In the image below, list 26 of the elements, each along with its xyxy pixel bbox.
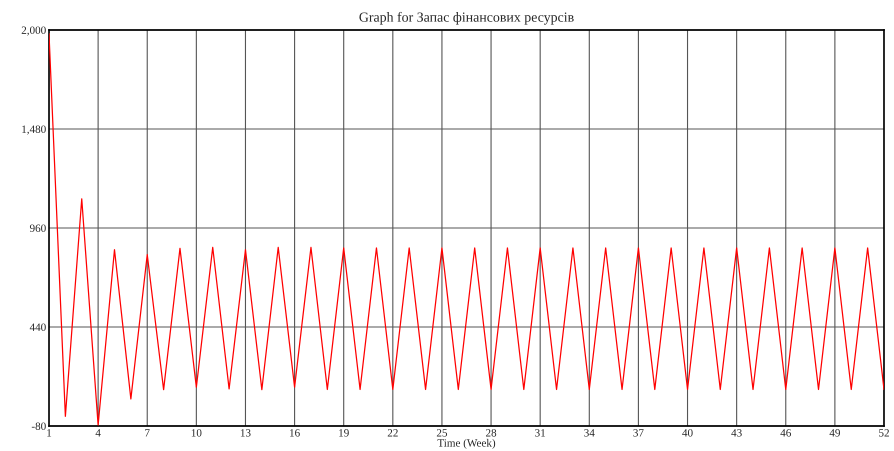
x-tick-label: 43: [731, 429, 742, 437]
y-tick-label: 440: [30, 323, 46, 331]
x-tick-label: 7: [145, 429, 150, 436]
x-tick-label: 1: [47, 429, 52, 436]
x-tick-label: 28: [486, 429, 496, 437]
x-tick-label: 49: [830, 429, 840, 437]
x-tick-label: 52: [879, 429, 889, 437]
y-tick-label: 1,480: [22, 125, 46, 135]
x-tick-label: 40: [682, 429, 693, 437]
x-axis-title: Time (Week): [438, 438, 496, 449]
line-series: [49, 33, 884, 426]
x-tick-label: 19: [339, 429, 349, 437]
y-tick-label: 2,000: [22, 26, 46, 36]
x-tick-label: 46: [780, 429, 791, 437]
y-tick-label: -80: [32, 422, 46, 430]
x-tick-label: 31: [535, 429, 546, 437]
x-tick-label: 25: [436, 429, 448, 437]
x-tick-label: 37: [633, 429, 644, 437]
y-tick-label: 960: [30, 224, 46, 232]
chart-title: Graph for Запас фінансових ресурсів: [359, 12, 574, 25]
x-tick-label: 10: [192, 429, 202, 437]
x-tick-label: 34: [584, 429, 595, 437]
x-tick-label: 22: [388, 429, 398, 436]
x-tick-label: 4: [96, 429, 101, 436]
x-tick-label: 16: [290, 429, 300, 437]
x-tick-label: 13: [240, 429, 251, 437]
